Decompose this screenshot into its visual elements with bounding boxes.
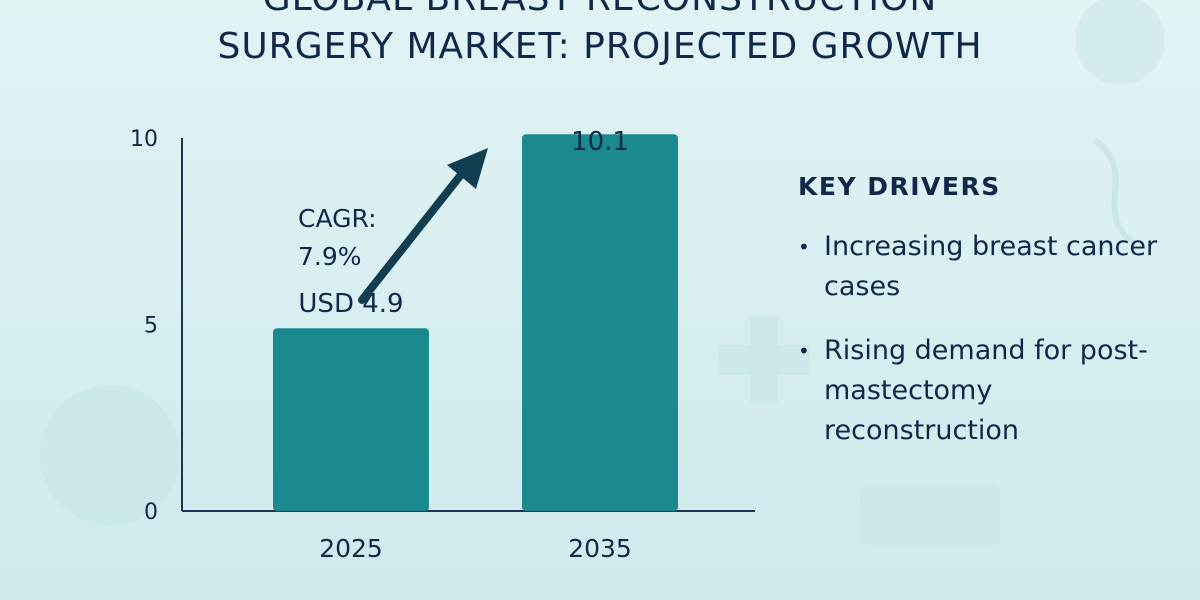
driver-item: • Rising demand for post-mastectomy reco… — [798, 331, 1178, 451]
cagr-value: 7.9% — [298, 242, 362, 271]
growth-arrowhead-icon — [447, 148, 488, 189]
y-tick-label: 5 — [144, 314, 158, 339]
bar — [273, 328, 429, 511]
driver-text: Increasing breast cancer cases — [824, 231, 1158, 302]
dna-icon — [1093, 137, 1137, 248]
driver-text: Rising demand for post-mastectomy recons… — [824, 335, 1148, 446]
data-label: USD 4.9 — [298, 289, 403, 319]
heart-icon — [1075, 0, 1165, 85]
driver-item: • Increasing breast cancer cases — [798, 227, 1178, 307]
y-tick-label: 0 — [144, 500, 158, 525]
chart-title-line-2: SURGERY MARKET: PROJECTED GROWTH — [217, 26, 983, 67]
bar — [522, 134, 678, 511]
bar-chart: 0 5 10 USD 4.9 2025 10.1 2035 CAGR: 7.9% — [130, 127, 755, 563]
cagr-label: CAGR: — [298, 204, 377, 233]
y-tick-label: 10 — [130, 127, 158, 152]
growth-arrow-icon — [358, 172, 464, 304]
bullet-icon: • — [798, 235, 810, 259]
key-drivers-panel: KEY DRIVERS • Increasing breast cancer c… — [798, 172, 1178, 475]
x-tick-label: 2025 — [319, 534, 383, 563]
x-tick-label: 2035 — [568, 534, 632, 563]
key-drivers-title: KEY DRIVERS — [798, 172, 1001, 201]
data-label: 10.1 — [571, 127, 629, 157]
bullet-icon: • — [798, 339, 810, 363]
shield-cross-icon — [40, 385, 180, 525]
chart-title-line-1: GLOBAL BREAST RECONSTRUCTION — [0, 0, 1200, 19]
document-icon — [860, 485, 1000, 545]
